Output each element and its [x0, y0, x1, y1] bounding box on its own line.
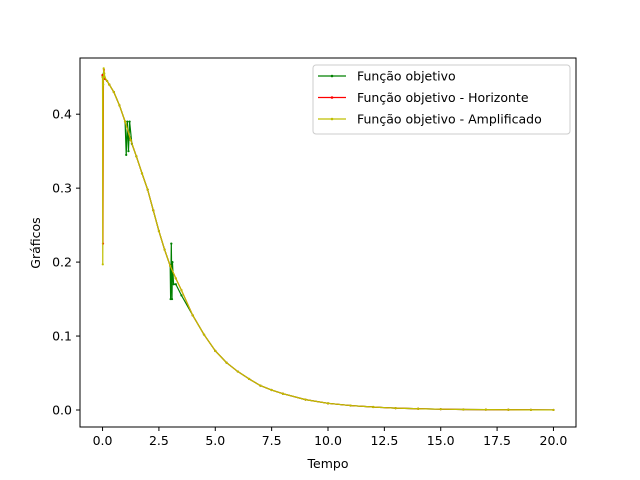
- x-tick-label: 20.0: [540, 433, 568, 448]
- data-point: [214, 349, 217, 352]
- series-layer: [101, 67, 555, 412]
- data-point: [225, 361, 228, 364]
- data-point: [236, 370, 239, 373]
- legend-marker-1: [330, 96, 334, 99]
- data-point: [102, 67, 105, 70]
- data-point: [172, 283, 175, 286]
- data-point: [112, 90, 115, 94]
- data-point: [163, 248, 166, 251]
- data-point: [529, 408, 533, 411]
- data-point: [125, 153, 128, 156]
- data-point: [247, 377, 251, 381]
- data-point: [152, 209, 155, 212]
- data-point: [171, 260, 174, 264]
- data-point: [552, 408, 555, 412]
- data-point: [439, 408, 442, 411]
- data-point: [304, 398, 307, 401]
- legend-label-1: Função objetivo - Horizonte: [357, 90, 529, 105]
- y-axis-ticks: 0.0 0.1 0.2 0.3 0.4: [52, 107, 80, 417]
- data-point: [394, 407, 397, 410]
- data-point: [281, 392, 285, 395]
- legend: Função objetivo Função objetivo - Horizon…: [312, 64, 571, 135]
- data-point: [103, 76, 106, 79]
- data-point: [135, 155, 138, 158]
- data-point: [191, 314, 194, 317]
- legend-label-2: Função objetivo - Amplificado: [357, 112, 542, 127]
- data-point: [349, 404, 352, 407]
- data-point: [462, 408, 465, 411]
- data-point: [108, 83, 111, 86]
- y-axis-label: Gráficos: [28, 217, 43, 268]
- data-point: [129, 138, 132, 142]
- data-point: [507, 408, 510, 411]
- legend-marker-2: [330, 117, 334, 121]
- data-point: [170, 297, 174, 301]
- x-axis-ticks: 0.0 2.5 5.0 7.5 10.0 12.5 15.0 17.5 20.0: [93, 427, 568, 448]
- data-point: [126, 120, 129, 123]
- data-point: [169, 264, 172, 267]
- legend-marker-0: [330, 74, 334, 78]
- data-point: [140, 172, 144, 175]
- data-point: [101, 263, 104, 266]
- y-tick-label: 0.0: [52, 402, 72, 417]
- data-point: [118, 104, 121, 107]
- x-tick-label: 2.5: [149, 433, 169, 448]
- data-point: [326, 402, 330, 405]
- data-point: [128, 120, 131, 123]
- data-point: [174, 277, 177, 280]
- data-point: [103, 72, 106, 75]
- data-point: [102, 83, 105, 86]
- data-point: [202, 333, 206, 336]
- data-point: [417, 407, 420, 410]
- x-tick-label: 7.5: [262, 433, 282, 448]
- data-point: [146, 188, 149, 191]
- legend-box: [312, 64, 571, 135]
- data-point: [270, 388, 273, 392]
- data-point: [101, 76, 104, 79]
- data-point: [170, 242, 173, 245]
- y-tick-label: 0.1: [52, 329, 72, 344]
- data-point: [127, 150, 130, 153]
- data-point: [123, 120, 127, 123]
- x-tick-label: 0.0: [93, 433, 113, 448]
- x-tick-label: 12.5: [370, 433, 398, 448]
- x-axis-label: Tempo: [307, 456, 349, 471]
- data-point: [174, 283, 177, 286]
- data-point: [484, 408, 487, 411]
- legend-label-0: Função objetivo: [357, 69, 456, 84]
- y-tick-label: 0.2: [52, 255, 72, 270]
- data-point: [105, 79, 109, 83]
- data-point: [180, 289, 183, 292]
- data-point: [371, 405, 375, 409]
- data-point: [259, 384, 262, 387]
- x-tick-label: 10.0: [314, 433, 342, 448]
- data-point: [180, 294, 183, 297]
- y-tick-label: 0.3: [52, 181, 72, 196]
- data-point: [157, 229, 161, 233]
- x-tick-label: 15.0: [427, 433, 455, 448]
- x-tick-label: 17.5: [483, 433, 511, 448]
- x-tick-label: 5.0: [205, 433, 225, 448]
- y-tick-label: 0.4: [52, 107, 72, 122]
